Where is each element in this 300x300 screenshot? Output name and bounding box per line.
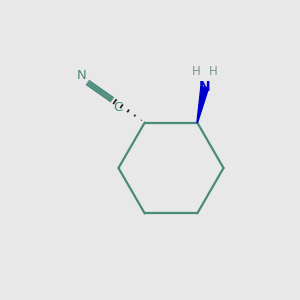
- Text: N: N: [199, 80, 211, 94]
- Text: H: H: [209, 65, 218, 78]
- Polygon shape: [197, 86, 208, 123]
- Text: H: H: [192, 65, 201, 78]
- Text: C: C: [114, 100, 123, 113]
- Text: N: N: [77, 69, 87, 82]
